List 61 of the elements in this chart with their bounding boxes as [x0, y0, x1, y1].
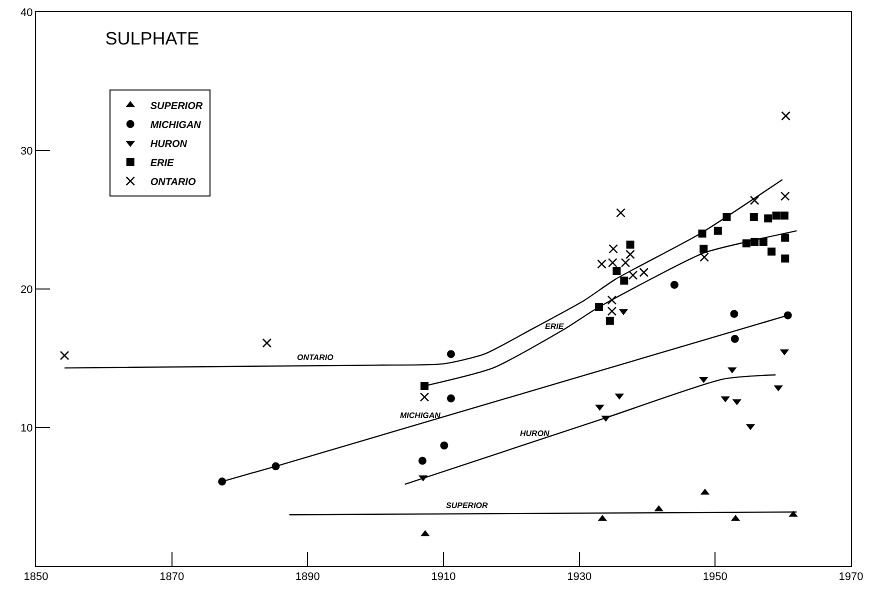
point [446, 394, 455, 402]
y-tick-label: 20 [20, 284, 33, 296]
point [750, 196, 760, 206]
point [218, 478, 226, 486]
x-tick-label: 1970 [838, 571, 864, 584]
point [781, 111, 790, 121]
point [768, 248, 776, 256]
point [606, 316, 614, 325]
point [700, 252, 709, 262]
legend-label: ERIE [150, 158, 174, 169]
point [780, 192, 790, 201]
x-tick-label: 1950 [702, 571, 728, 584]
x-tick-label: 1850 [24, 571, 48, 584]
x-tick-label: 1930 [567, 571, 592, 584]
point [607, 306, 617, 316]
x-tick-label: 1910 [431, 571, 456, 584]
point [626, 240, 634, 249]
point [781, 254, 790, 263]
series-label: HURON [520, 429, 550, 438]
point [626, 250, 635, 260]
point [420, 392, 430, 402]
series-label: SUPERIOR [446, 501, 488, 510]
x-tick-label: 1890 [295, 571, 320, 584]
y-tick-label: 30 [20, 145, 33, 158]
point [730, 310, 738, 318]
point [772, 212, 780, 220]
point [620, 258, 630, 268]
point [639, 268, 648, 278]
point [700, 244, 708, 253]
y-tick-label: 10 [20, 422, 33, 434]
point [607, 295, 617, 305]
point [781, 234, 790, 242]
point [670, 280, 678, 289]
point [780, 212, 788, 220]
point [446, 350, 455, 358]
series-label: ONTARIO [297, 353, 334, 362]
x-tick-label: 1870 [160, 571, 184, 584]
point [628, 270, 638, 280]
point [608, 244, 618, 254]
point [759, 238, 768, 246]
point [418, 456, 426, 465]
point [262, 338, 272, 348]
point [420, 382, 428, 390]
legend-label: SUPERIOR [150, 100, 204, 112]
legend-label: ONTARIO [150, 176, 196, 188]
y-tick-label: 40 [20, 6, 33, 19]
point [620, 276, 628, 285]
point [440, 442, 448, 450]
series-label: MICHIGAN [400, 411, 441, 420]
point [730, 334, 739, 343]
legend-label: HURON [150, 138, 188, 150]
legend-label: MICHIGAN [150, 120, 202, 131]
series-label: ERIE [545, 322, 564, 331]
point [750, 212, 758, 221]
point [60, 350, 70, 360]
point [764, 214, 772, 222]
text: SULPHATE [105, 28, 199, 49]
point [616, 208, 626, 218]
line-series [64, 178, 783, 369]
point [714, 226, 722, 235]
point [612, 267, 621, 275]
